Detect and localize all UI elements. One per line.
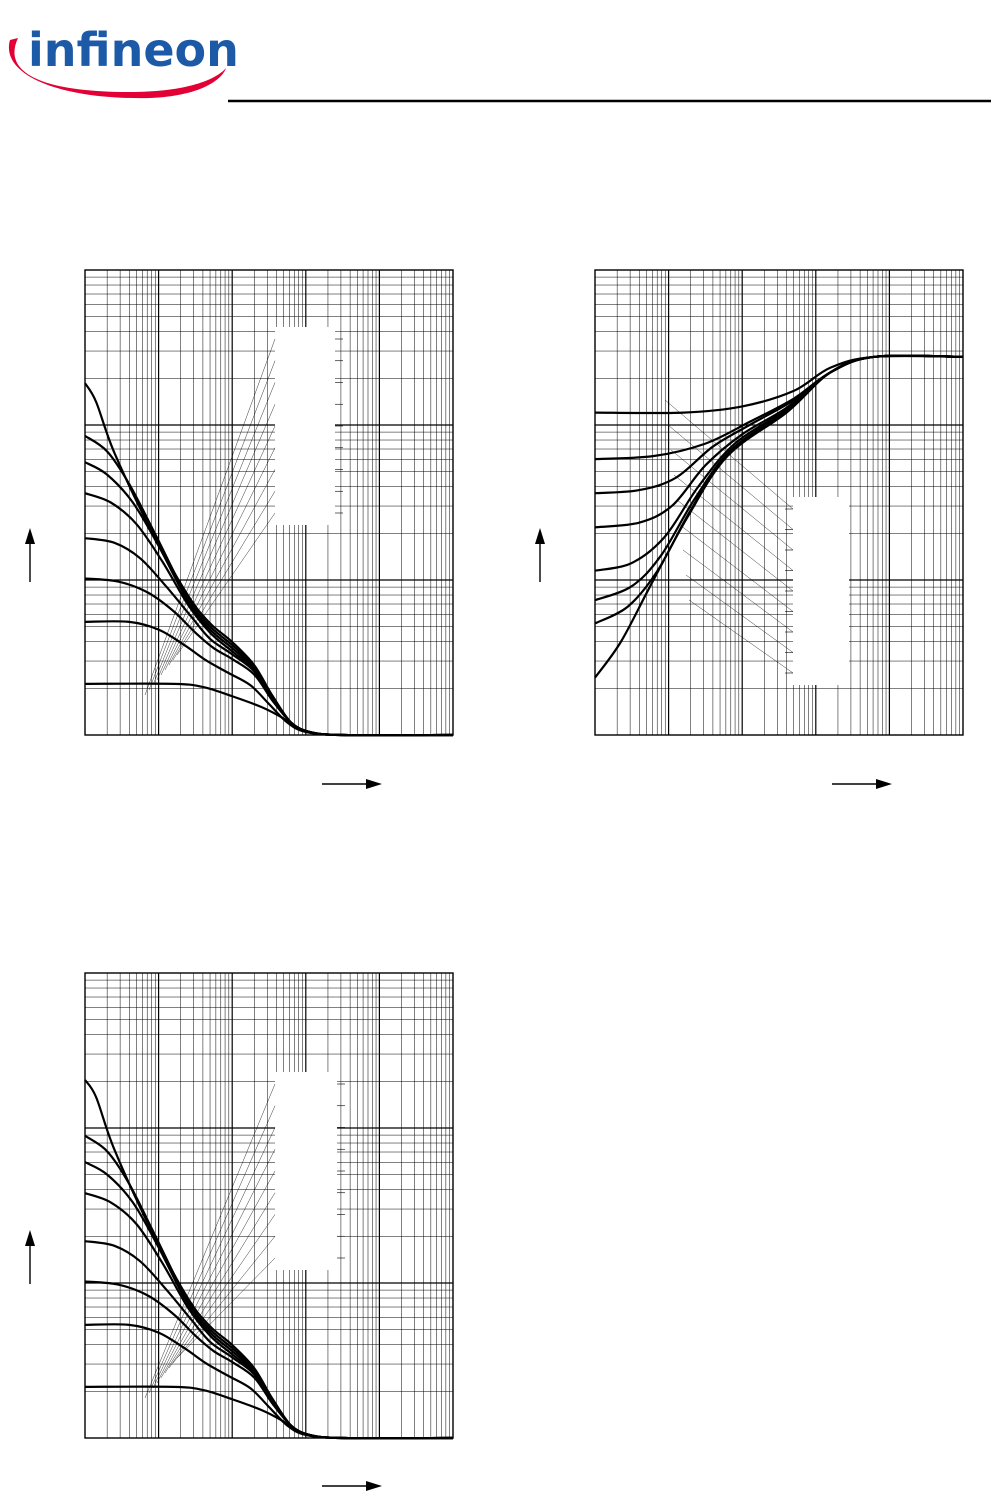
curve-label-box <box>144 327 343 696</box>
leader-line <box>688 599 794 674</box>
curves <box>84 1079 454 1440</box>
leader-line <box>156 404 276 681</box>
series-line-4 <box>84 1192 454 1440</box>
leader-line <box>168 469 276 666</box>
series-line-2 <box>594 354 964 461</box>
curves <box>594 354 964 679</box>
label-box-background <box>275 327 335 525</box>
leader-line <box>172 1236 276 1364</box>
curve-label-box <box>664 399 849 685</box>
leader-line <box>667 424 794 530</box>
leader-line <box>172 491 276 661</box>
series-line-1 <box>84 1079 454 1440</box>
logo-text: infineon <box>28 23 239 77</box>
chart-bottom-left <box>25 972 454 1491</box>
curve-label-box <box>144 1072 345 1399</box>
leader-line <box>176 1257 276 1359</box>
series-line-7 <box>84 1323 454 1440</box>
leader-line <box>676 499 794 592</box>
leader-line <box>176 512 276 656</box>
leader-line <box>168 1214 276 1369</box>
curves <box>84 382 454 737</box>
series-line-5 <box>84 537 454 737</box>
leader-line <box>685 574 794 653</box>
leader-line <box>160 425 276 676</box>
series-line-7 <box>84 620 454 737</box>
series-line-5 <box>84 1240 454 1440</box>
label-box-background <box>793 497 849 685</box>
y-axis-arrow-icon <box>25 1230 35 1284</box>
leader-line <box>148 1105 276 1394</box>
chart-top-right <box>535 269 964 789</box>
leader-line <box>152 1127 276 1389</box>
chart-top-left <box>25 269 454 789</box>
y-axis-arrow-icon <box>535 528 545 582</box>
x-axis-arrow-icon <box>322 779 382 789</box>
x-axis-arrow-icon <box>832 779 892 789</box>
plot-frame <box>84 269 454 736</box>
plot-frame <box>594 269 964 736</box>
leader-line <box>164 447 276 671</box>
page-header: infineon <box>8 23 991 103</box>
leader-line <box>673 474 794 571</box>
label-box-background <box>275 1072 337 1270</box>
grid <box>595 270 963 735</box>
leader-line <box>144 1083 276 1399</box>
y-axis-arrow-icon <box>25 528 35 582</box>
series-line-1 <box>594 354 964 415</box>
leader-line <box>160 1170 276 1379</box>
x-axis-arrow-icon <box>322 1481 382 1491</box>
leader-line <box>164 1192 276 1374</box>
leader-line <box>679 524 794 612</box>
series-line-6 <box>594 354 964 602</box>
series-line-4 <box>594 354 964 529</box>
plot-frame <box>84 972 454 1439</box>
leader-line <box>144 338 276 696</box>
leader-line <box>682 549 794 633</box>
leader-line <box>152 382 276 686</box>
series-line-8 <box>594 354 964 679</box>
